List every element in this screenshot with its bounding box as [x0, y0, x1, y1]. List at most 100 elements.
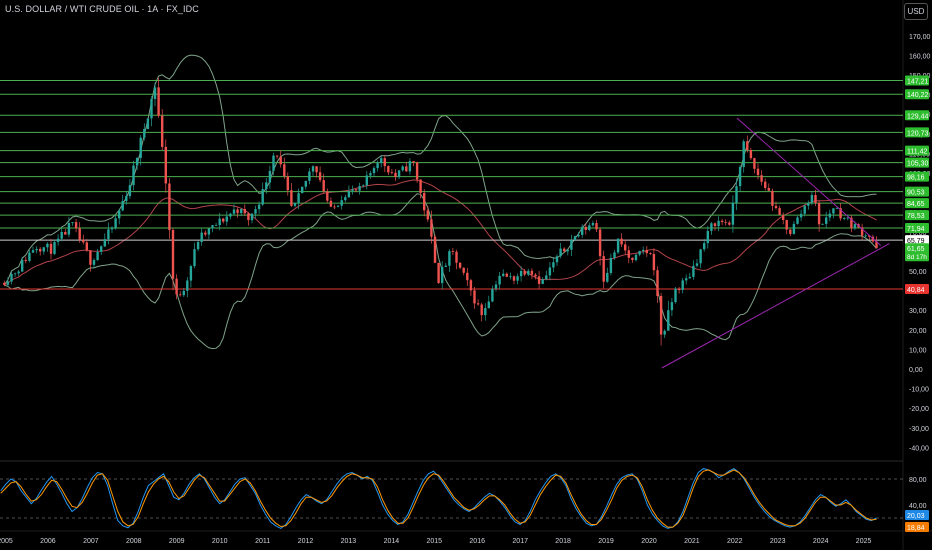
candle-body: [222, 218, 225, 222]
candle-body: [620, 238, 623, 245]
candlesticks: [3, 78, 878, 346]
candle-body: [387, 166, 390, 173]
candle-body: [868, 235, 871, 237]
candle-body: [839, 208, 842, 219]
candle-body: [318, 172, 322, 181]
candle-body: [631, 257, 634, 260]
candle-body: [423, 193, 426, 211]
time-axis-tick: 2019: [598, 538, 614, 545]
candle-body: [110, 227, 114, 230]
candle-body: [376, 163, 379, 169]
candle-body: [157, 87, 160, 116]
price-label-box: [905, 110, 929, 121]
bollinger-lower-band: [4, 193, 877, 350]
candle-body: [480, 304, 483, 316]
price-axis-tick: -10,00: [909, 387, 929, 394]
candle-body: [821, 223, 824, 225]
candle-body: [35, 248, 38, 251]
candle-body: [720, 220, 724, 222]
candle-body: [458, 262, 462, 268]
time-axis-tick: 2023: [770, 538, 786, 545]
candle-body: [563, 248, 566, 252]
time-axis-tick: 2014: [384, 538, 400, 545]
price-label-box: [905, 198, 929, 209]
candle-body: [491, 288, 494, 302]
candle-body: [674, 288, 677, 303]
candle-body: [659, 296, 663, 335]
candle-body: [193, 249, 196, 267]
candle-body: [656, 270, 659, 296]
candle-body: [153, 87, 157, 99]
candle-body: [649, 253, 652, 254]
trendline[interactable]: [661, 243, 890, 369]
candle-body: [530, 270, 534, 275]
candle-body: [229, 213, 232, 217]
candle-body: [340, 200, 343, 206]
candle-body: [624, 244, 627, 251]
candle-body: [516, 276, 519, 281]
trendlines[interactable]: [661, 117, 890, 369]
candle-body: [785, 220, 788, 230]
candle-body: [408, 161, 412, 172]
candle-body: [71, 222, 74, 223]
candle-body: [272, 155, 275, 171]
candle-body: [814, 195, 817, 203]
candle-body: [523, 271, 526, 275]
candle-body: [731, 202, 735, 225]
time-axis-tick: 2022: [727, 538, 743, 545]
candle-body: [236, 209, 239, 214]
candle-body: [541, 279, 544, 284]
candle-body: [92, 260, 96, 265]
price-label-text: 140,22: [907, 92, 929, 99]
candle-body: [534, 274, 537, 277]
price-axis-tick: 0,00: [909, 367, 923, 374]
stochastic-pane: 80,00 40,00 20,03 18,84: [0, 468, 929, 532]
trendline[interactable]: [736, 117, 882, 246]
candle-body: [232, 209, 236, 214]
candle-body: [182, 290, 185, 296]
candle-body: [394, 172, 397, 178]
time-axis-tick: 2006: [40, 538, 56, 545]
time-axis-tick: 2021: [684, 538, 700, 545]
stoch-value-text: 18,84: [907, 525, 925, 532]
candle-body: [214, 225, 218, 226]
candle-body: [135, 157, 139, 166]
bollinger-bands: [3, 54, 877, 350]
price-label-box: [905, 157, 929, 168]
candle-body: [372, 168, 376, 174]
candle-body: [537, 276, 541, 284]
price-label-text: 90,53: [907, 190, 925, 197]
candle-body: [53, 242, 56, 254]
candle-body: [451, 251, 455, 252]
currency-button[interactable]: USD: [904, 3, 928, 20]
time-axis-tick: 2009: [169, 538, 185, 545]
horizontal-levels[interactable]: [0, 80, 903, 290]
time-axis-tick: 2018: [555, 538, 571, 545]
time-axis[interactable]: 2005 2006 2007 2008 2009 2010 2011 2012 2013 2014…: [0, 538, 871, 545]
stoch-value-box: [905, 522, 929, 532]
stoch-axis-tick: 40,00: [909, 503, 927, 510]
candle-body: [609, 258, 613, 273]
candle-body: [552, 262, 555, 268]
candle-body: [383, 158, 386, 167]
candle-body: [283, 164, 286, 177]
candle-body: [247, 213, 250, 221]
candle-body: [6, 281, 10, 285]
candle-body: [735, 186, 738, 203]
candle-body: [706, 230, 709, 244]
price-axis-tick: 20,00: [909, 328, 927, 335]
candle-body: [588, 225, 591, 230]
price-label-box: [905, 75, 929, 86]
price-label-box: [905, 223, 929, 233]
candle-body: [426, 210, 429, 220]
candle-body: [304, 180, 307, 187]
candle-body: [10, 274, 13, 282]
candle-body: [82, 239, 85, 243]
candle-body: [240, 209, 243, 214]
candle-body: [78, 228, 81, 240]
candle-body: [753, 158, 756, 169]
candle-body: [171, 230, 175, 279]
candle-body: [602, 256, 605, 282]
candle-body: [598, 229, 602, 257]
